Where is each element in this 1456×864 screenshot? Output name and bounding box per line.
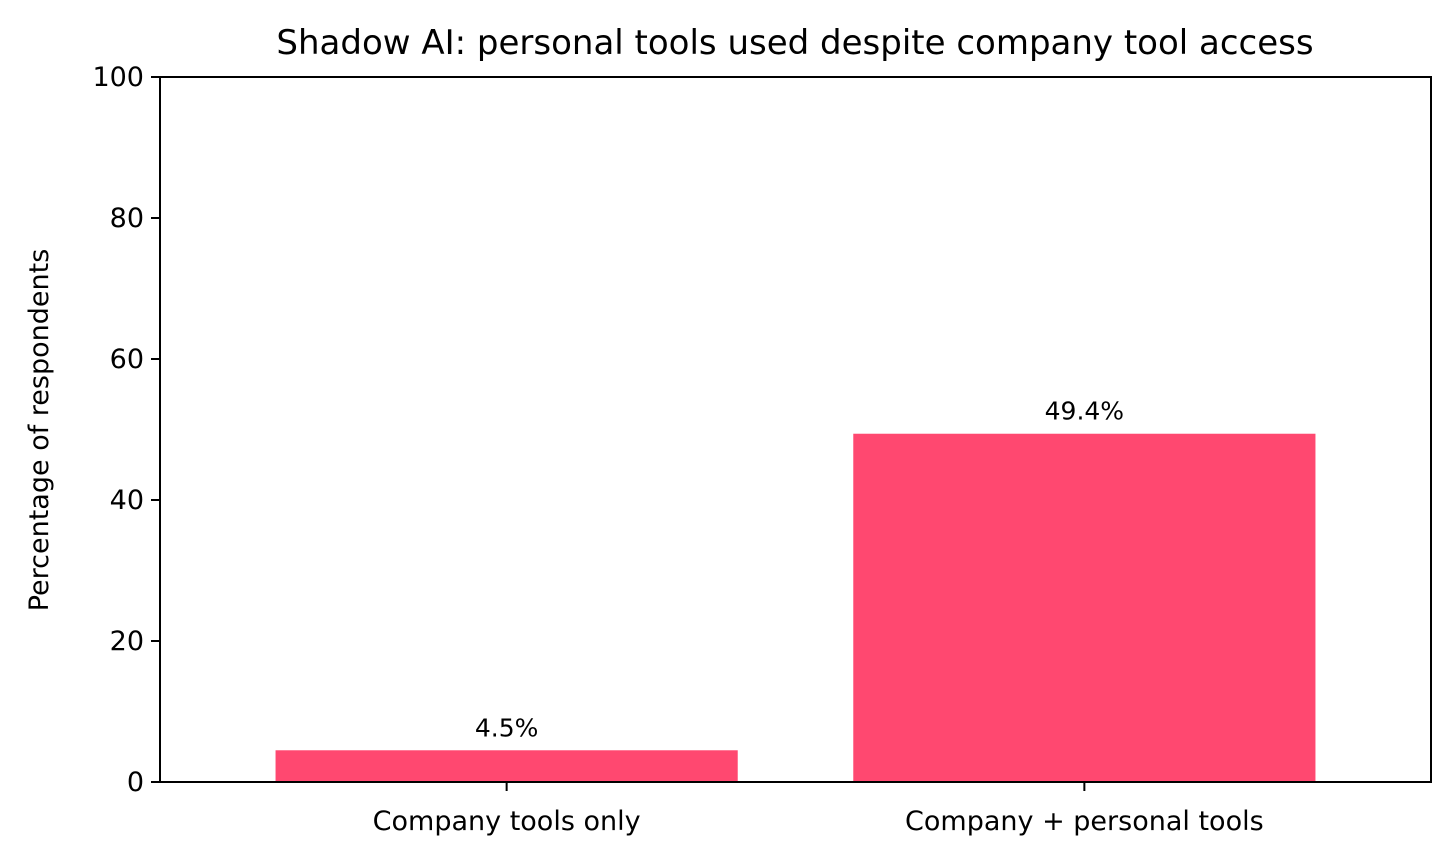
y-tick-label: 20 [110, 626, 144, 657]
y-tick-label: 0 [127, 767, 144, 798]
data-labels: 4.5% 49.4% [475, 397, 1124, 743]
x-tick-label: Company tools only [373, 806, 641, 837]
y-tick-label: 80 [110, 203, 144, 234]
bar [853, 433, 1316, 782]
x-tick-label: Company + personal tools [905, 806, 1264, 837]
chart-title: Shadow AI: personal tools used despite c… [276, 23, 1313, 63]
bars [275, 433, 1316, 782]
y-axis-ticks: 0 20 40 60 80 100 [92, 62, 160, 798]
x-axis-ticks: Company tools only Company + personal too… [373, 782, 1264, 837]
y-tick-label: 60 [110, 344, 144, 375]
y-tick-label: 100 [92, 62, 144, 93]
plot-frame [159, 76, 1432, 783]
bar-value-label: 49.4% [1045, 397, 1124, 426]
y-tick-label: 40 [110, 485, 144, 516]
bar [275, 750, 738, 782]
bar-value-label: 4.5% [475, 713, 539, 742]
y-axis-label: Percentage of respondents [24, 249, 55, 612]
